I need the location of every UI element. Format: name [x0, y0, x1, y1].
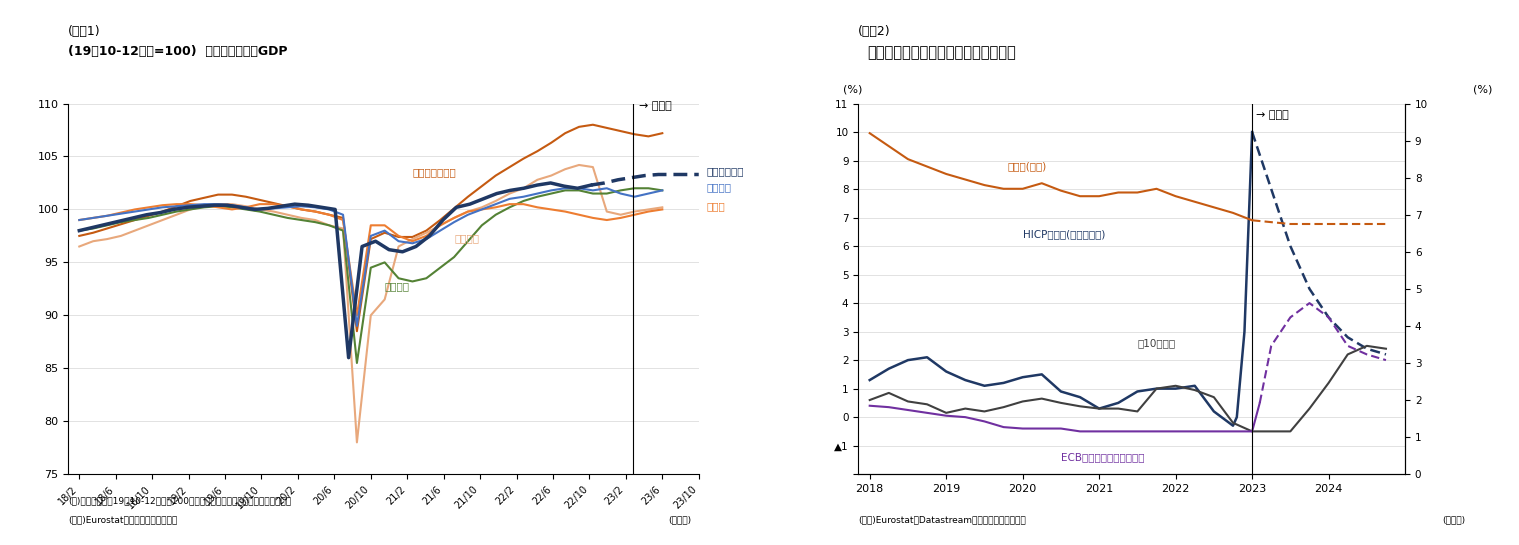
Text: スペイン: スペイン [454, 233, 478, 243]
Text: (19年10-12月期=100)  ユーロ圏の実質GDP: (19年10-12月期=100) ユーロ圏の実質GDP [68, 45, 289, 58]
Text: (図蠆1): (図蠆1) [68, 25, 100, 38]
Text: (四半期): (四半期) [668, 515, 691, 524]
Text: ユーロ圏全体: ユーロ圏全体 [706, 166, 743, 177]
Text: イタリア: イタリア [384, 281, 410, 291]
Text: (図蠆2): (図蠆2) [858, 25, 890, 38]
Text: HICP上昇率(前年同期比): HICP上昇率(前年同期比) [1022, 229, 1104, 240]
Text: → 見通し: → 見通し [1256, 110, 1288, 120]
Text: ECB預金ファシリティ金利: ECB預金ファシリティ金利 [1060, 452, 1144, 462]
Text: (資料)Eurostat、Datastream、ニッセイ基礎研究所: (資料)Eurostat、Datastream、ニッセイ基礎研究所 [858, 515, 1025, 524]
Text: (%): (%) [843, 85, 863, 95]
Text: ドイツ: ドイツ [706, 202, 725, 211]
Text: (四半期): (四半期) [1443, 515, 1466, 524]
Text: ユーロ圏の物価・金利・失業率見通し: ユーロ圏の物価・金利・失業率見通し [867, 45, 1016, 60]
Text: 失業率(右軸): 失業率(右軸) [1007, 161, 1047, 171]
Text: フランス: フランス [706, 183, 731, 192]
Text: (資料)Eurostat、ニッセイ基礎研究所: (資料)Eurostat、ニッセイ基礎研究所 [68, 515, 178, 524]
Text: 独10年金利: 独10年金利 [1138, 338, 1176, 348]
Text: (%): (%) [1473, 85, 1493, 95]
Text: (注)季節調整値で19年10-12月期を100として指数化。見通しはユーロ圏全体のみ: (注)季節調整値で19年10-12月期を100として指数化。見通しはユーロ圏全体… [68, 496, 292, 505]
Text: → 見通し: → 見通し [638, 101, 671, 111]
Text: その他ユーロ圏: その他ユーロ圏 [413, 167, 456, 178]
